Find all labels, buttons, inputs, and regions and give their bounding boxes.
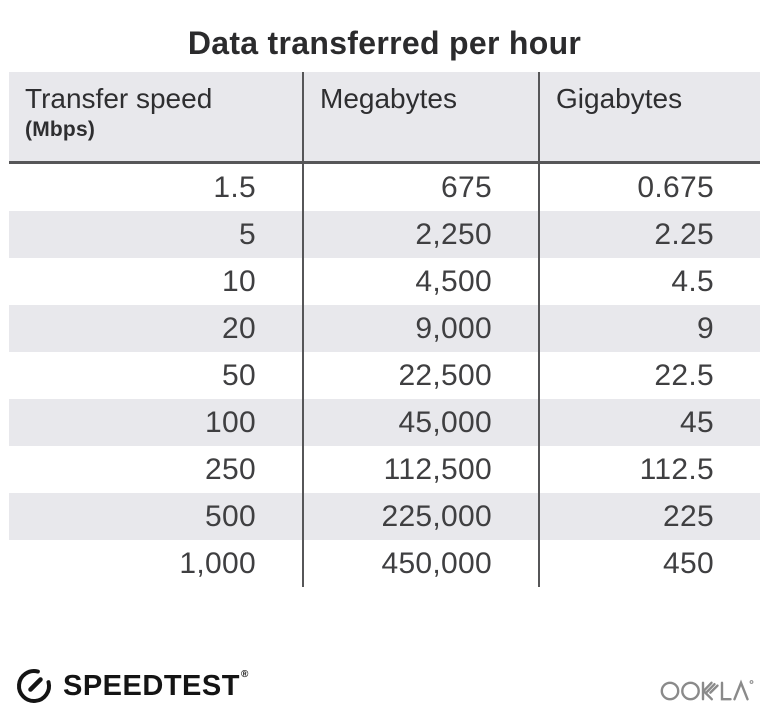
table-row: 500 225,000 225: [9, 493, 760, 540]
table-row: 5 2,250 2.25: [9, 211, 760, 258]
table-row: 1,000 450,000 450: [9, 540, 760, 587]
header-gigabytes-label: Gigabytes: [556, 83, 683, 114]
ookla-logo: [659, 672, 759, 704]
table-cell: 112,500: [302, 446, 538, 493]
table-cell: 22.5: [538, 352, 760, 399]
table-cell: 0.675: [538, 164, 760, 211]
header-transfer-speed: Transfer speed (Mbps): [9, 72, 302, 161]
table-cell: 225,000: [302, 493, 538, 540]
table-cell: 5: [239, 217, 256, 251]
table-cell: 50: [222, 358, 256, 392]
table-cell: 2,250: [302, 211, 538, 258]
table-header-row: Transfer speed (Mbps) Megabytes Gigabyte…: [9, 72, 760, 164]
page-title: Data transferred per hour: [187, 24, 582, 61]
header-gigabytes: Gigabytes: [538, 72, 760, 161]
speedtest-gauge-icon: [14, 666, 54, 706]
table-cell: 1.5: [213, 170, 256, 204]
speedtest-wordmark: SPEEDTEST®: [63, 668, 249, 702]
table-row: 10 4,500 4.5: [9, 258, 760, 305]
data-table: Transfer speed (Mbps) Megabytes Gigabyte…: [9, 72, 760, 587]
table-cell: 45,000: [302, 399, 538, 446]
header-transfer-speed-unit: (Mbps): [25, 118, 96, 142]
table-cell: 9,000: [302, 305, 538, 352]
registered-mark: ®: [240, 668, 249, 680]
table-row: 100 45,000 45: [9, 399, 760, 446]
table-cell: 675: [302, 164, 538, 211]
table-row: 50 22,500 22.5: [9, 352, 760, 399]
table-cell: 22,500: [302, 352, 538, 399]
table-cell: 9: [538, 305, 760, 352]
table-cell: 10: [222, 264, 256, 298]
header-transfer-speed-label: Transfer speed: [25, 83, 213, 114]
table-row: 250 112,500 112.5: [9, 446, 760, 493]
table-cell: 2.25: [538, 211, 760, 258]
table-cell: 20: [222, 311, 256, 345]
speedtest-logo: SPEEDTEST®: [14, 666, 248, 706]
table-cell: 112.5: [538, 446, 760, 493]
table-cell: 450: [538, 540, 760, 587]
header-megabytes-label: Megabytes: [320, 83, 457, 114]
table-cell: 100: [205, 405, 256, 439]
table-cell: 1,000: [179, 546, 256, 580]
table-body: 1.5 675 0.675 5 2,250 2.25 10 4,500 4.5 20 9,000 9 5…: [9, 164, 760, 587]
table-row: 1.5 675 0.675: [9, 164, 760, 211]
table-cell: 250: [205, 452, 256, 486]
table-cell: 45: [538, 399, 760, 446]
table-cell: 225: [538, 493, 760, 540]
table-cell: 450,000: [302, 540, 538, 587]
footer: SPEEDTEST®: [0, 648, 769, 712]
table-cell: 4.5: [538, 258, 760, 305]
table-cell: 500: [205, 499, 256, 533]
table-cell: 4,500: [302, 258, 538, 305]
table-row: 20 9,000 9: [9, 305, 760, 352]
header-megabytes: Megabytes: [302, 72, 538, 161]
